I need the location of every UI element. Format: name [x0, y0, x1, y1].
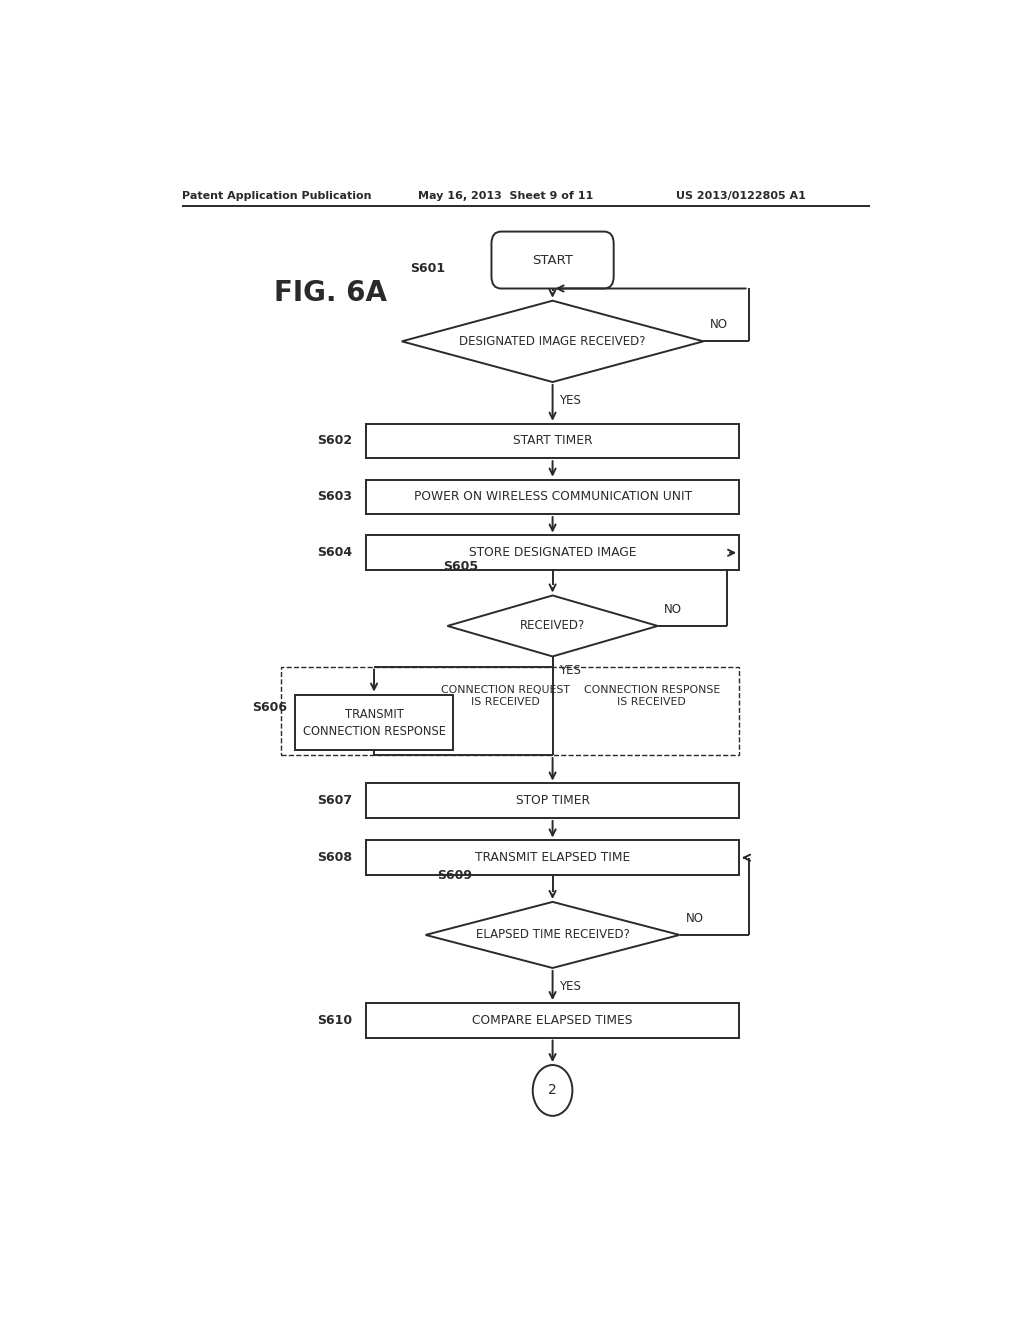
Bar — [367, 424, 739, 458]
Circle shape — [532, 1065, 572, 1115]
Text: FIG. 6A: FIG. 6A — [273, 279, 387, 306]
Text: S602: S602 — [316, 434, 352, 447]
Bar — [367, 784, 739, 818]
Text: S608: S608 — [316, 851, 352, 865]
Text: S606: S606 — [252, 701, 287, 714]
Text: S604: S604 — [316, 546, 352, 560]
Text: TRANSMIT
CONNECTION RESPONSE: TRANSMIT CONNECTION RESPONSE — [302, 708, 445, 738]
Text: S607: S607 — [316, 795, 352, 808]
Bar — [367, 1003, 739, 1038]
Text: US 2013/0122805 A1: US 2013/0122805 A1 — [676, 191, 806, 201]
Text: S609: S609 — [437, 869, 472, 882]
Text: ELAPSED TIME RECEIVED?: ELAPSED TIME RECEIVED? — [475, 928, 630, 941]
Polygon shape — [426, 902, 680, 968]
Text: COMPARE ELAPSED TIMES: COMPARE ELAPSED TIMES — [472, 1014, 633, 1027]
Text: May 16, 2013  Sheet 9 of 11: May 16, 2013 Sheet 9 of 11 — [418, 191, 593, 201]
Polygon shape — [401, 301, 703, 381]
Text: S601: S601 — [410, 263, 444, 276]
FancyBboxPatch shape — [492, 231, 613, 289]
Bar — [367, 841, 739, 875]
Text: TRANSMIT ELAPSED TIME: TRANSMIT ELAPSED TIME — [475, 851, 630, 865]
Text: START: START — [532, 253, 573, 267]
Text: STORE DESIGNATED IMAGE: STORE DESIGNATED IMAGE — [469, 546, 636, 560]
Bar — [282, 667, 739, 755]
Bar — [367, 536, 739, 570]
Text: YES: YES — [559, 979, 581, 993]
Text: YES: YES — [559, 393, 581, 407]
Bar — [367, 479, 739, 515]
Text: STOP TIMER: STOP TIMER — [515, 795, 590, 808]
Text: S603: S603 — [316, 490, 352, 503]
Text: Patent Application Publication: Patent Application Publication — [182, 191, 372, 201]
Text: POWER ON WIRELESS COMMUNICATION UNIT: POWER ON WIRELESS COMMUNICATION UNIT — [414, 490, 691, 503]
Text: CONNECTION RESPONSE
IS RECEIVED: CONNECTION RESPONSE IS RECEIVED — [584, 685, 720, 708]
Text: S610: S610 — [316, 1014, 352, 1027]
Text: YES: YES — [559, 664, 581, 677]
Bar — [295, 694, 454, 751]
Text: NO: NO — [686, 912, 703, 925]
Text: RECEIVED?: RECEIVED? — [520, 619, 585, 632]
Text: 2: 2 — [548, 1084, 557, 1097]
Text: NO: NO — [710, 318, 728, 331]
Text: CONNECTION REQUEST
IS RECEIVED: CONNECTION REQUEST IS RECEIVED — [440, 685, 569, 708]
Polygon shape — [447, 595, 657, 656]
Text: NO: NO — [665, 603, 682, 615]
Text: S605: S605 — [443, 560, 478, 573]
Text: START TIMER: START TIMER — [513, 434, 592, 447]
Text: DESIGNATED IMAGE RECEIVED?: DESIGNATED IMAGE RECEIVED? — [460, 335, 646, 348]
